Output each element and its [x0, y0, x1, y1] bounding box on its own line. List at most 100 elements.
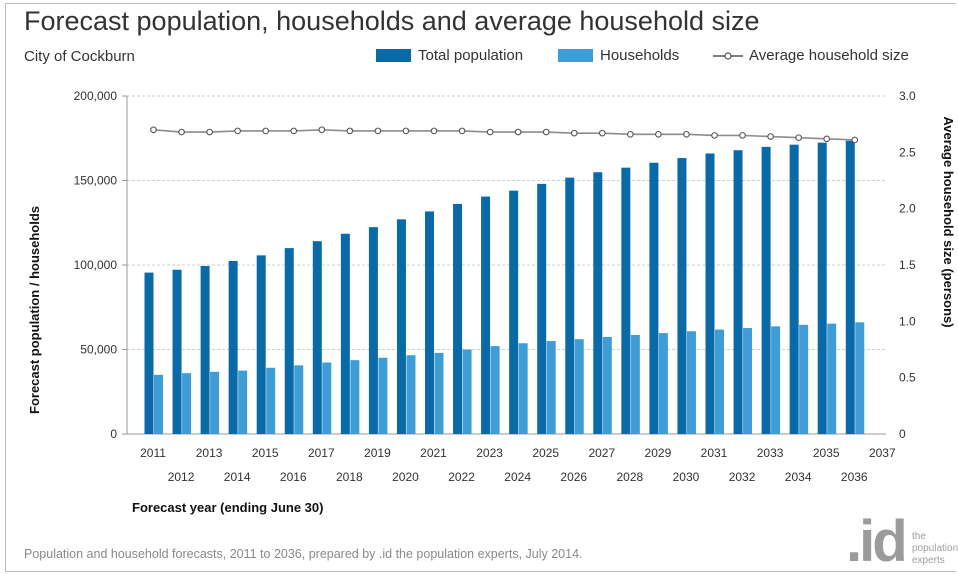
x-tick-label: 2034 [785, 470, 812, 484]
bar-households-2024 [518, 343, 528, 434]
x-tick-label: 2035 [813, 446, 840, 460]
x-tick-label: 2031 [701, 446, 728, 460]
x-tick-label: 2029 [645, 446, 672, 460]
bar-households-2028 [630, 334, 640, 434]
bar-total-population-2017 [312, 241, 322, 434]
y-tick-label: 100,000 [74, 258, 118, 272]
y2-tick-label: 3.0 [899, 89, 916, 103]
bar-total-population-2036 [845, 140, 855, 434]
x-tick-label: 2026 [560, 470, 587, 484]
y2-tick-label: 2.5 [899, 145, 916, 159]
x-tick-label: 2022 [448, 470, 475, 484]
bar-households-2026 [574, 339, 584, 434]
logo-tagline: the population experts [912, 531, 958, 566]
bar-total-population-2026 [565, 177, 575, 434]
bar-households-2012 [182, 373, 192, 434]
point-average-household-size-2019 [374, 127, 382, 135]
y2-tick-label: 0 [899, 427, 906, 441]
bar-total-population-2032 [733, 150, 743, 434]
point-average-household-size-2029 [655, 130, 662, 138]
x-tick-label: 2036 [841, 470, 868, 484]
bar-total-population-2022 [453, 203, 463, 434]
legend-item-total-population[interactable]: Total population [376, 47, 523, 64]
point-average-household-size-2034 [795, 134, 803, 142]
bar-total-population-2023 [481, 196, 491, 434]
bar-total-population-2021 [425, 211, 434, 434]
bar-total-population-2029 [649, 162, 659, 434]
point-average-household-size-2026 [570, 129, 578, 137]
chart-footer-source: Population and household forecasts, 2011… [24, 547, 583, 561]
bar-total-population-2027 [593, 172, 603, 434]
point-average-household-size-2024 [514, 128, 522, 136]
bar-households-2017 [322, 362, 332, 434]
bar-total-population-2025 [537, 183, 547, 434]
point-average-household-size-2017 [318, 126, 326, 134]
x-tick-label: 2025 [532, 446, 559, 460]
x-tick-label: 2011 [140, 446, 166, 460]
bar-total-population-2035 [817, 142, 827, 435]
y-axis-title-left: Forecast population / households [27, 206, 42, 414]
x-tick-label: 2021 [420, 446, 447, 460]
y2-tick-label: 1.0 [899, 314, 916, 328]
legend-swatch-average-household-size [713, 51, 743, 60]
x-tick-label: 2015 [252, 446, 279, 460]
point-average-household-size-2016 [290, 127, 298, 135]
bar-total-population-2030 [677, 158, 687, 434]
bar-total-population-2034 [789, 144, 799, 434]
x-axis-title: Forecast year (ending June 30) [132, 500, 323, 515]
x-tick-label: 2024 [504, 470, 531, 484]
point-average-household-size-2030 [683, 130, 690, 138]
legend-swatch-households [558, 49, 593, 62]
legend-item-average-household-size[interactable]: Average household size [713, 47, 909, 64]
point-average-household-size-2015 [262, 127, 270, 135]
point-average-household-size-2036 [851, 136, 859, 144]
x-tick-label: 2023 [476, 446, 503, 460]
y-axis-title-right: Average household size (persons) [941, 116, 956, 327]
point-average-household-size-2020 [402, 127, 410, 135]
bar-households-2021 [434, 352, 444, 434]
y-tick-label: 0 [110, 427, 117, 441]
point-average-household-size-2012 [178, 128, 185, 136]
point-average-household-size-2027 [598, 129, 606, 137]
x-tick-label: 2019 [364, 446, 391, 460]
point-average-household-size-2023 [486, 128, 494, 136]
legend-swatch-total-population [376, 49, 411, 62]
x-tick-label: 2027 [588, 446, 615, 460]
bar-households-2023 [490, 346, 500, 434]
bar-total-population-2031 [705, 153, 715, 434]
bar-total-population-2028 [621, 167, 631, 434]
point-average-household-size-2033 [767, 133, 774, 140]
x-tick-label: 2017 [308, 446, 335, 460]
bar-households-2011 [154, 374, 163, 434]
legend-label-average-household-size: Average household size [749, 47, 909, 64]
bar-households-2025 [546, 341, 556, 434]
bar-households-2032 [743, 328, 753, 434]
bar-households-2030 [686, 331, 696, 434]
x-tick-label: 2020 [392, 470, 419, 484]
point-average-household-size-2032 [739, 132, 746, 139]
bar-households-2031 [715, 329, 724, 434]
bar-total-population-2019 [368, 227, 378, 434]
chart-subtitle: City of Cockburn [24, 48, 135, 65]
y2-tick-label: 0.5 [899, 371, 916, 385]
bar-households-2014 [238, 370, 248, 434]
bar-total-population-2018 [340, 233, 350, 434]
y-tick-label: 200,000 [74, 89, 118, 103]
bar-total-population-2012 [172, 269, 182, 434]
point-average-household-size-2018 [346, 127, 354, 135]
point-average-household-size-2025 [542, 128, 550, 136]
y-tick-label: 150,000 [74, 174, 118, 188]
bar-total-population-2013 [200, 266, 210, 434]
bar-households-2013 [210, 371, 220, 434]
legend-item-households[interactable]: Households [558, 47, 679, 64]
id-logo: .id the population experts [846, 518, 958, 574]
point-average-household-size-2013 [206, 128, 213, 136]
x-tick-label: 2013 [196, 446, 223, 460]
legend-label-total-population: Total population [418, 47, 524, 64]
x-tick-label: 2018 [336, 470, 363, 484]
y2-tick-label: 2.0 [899, 202, 916, 216]
bar-households-2015 [266, 367, 276, 434]
bar-households-2018 [350, 360, 360, 434]
x-tick-label: 2016 [280, 470, 307, 484]
bar-households-2034 [799, 324, 809, 434]
